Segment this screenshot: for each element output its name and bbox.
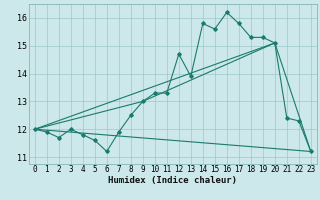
X-axis label: Humidex (Indice chaleur): Humidex (Indice chaleur) (108, 176, 237, 185)
